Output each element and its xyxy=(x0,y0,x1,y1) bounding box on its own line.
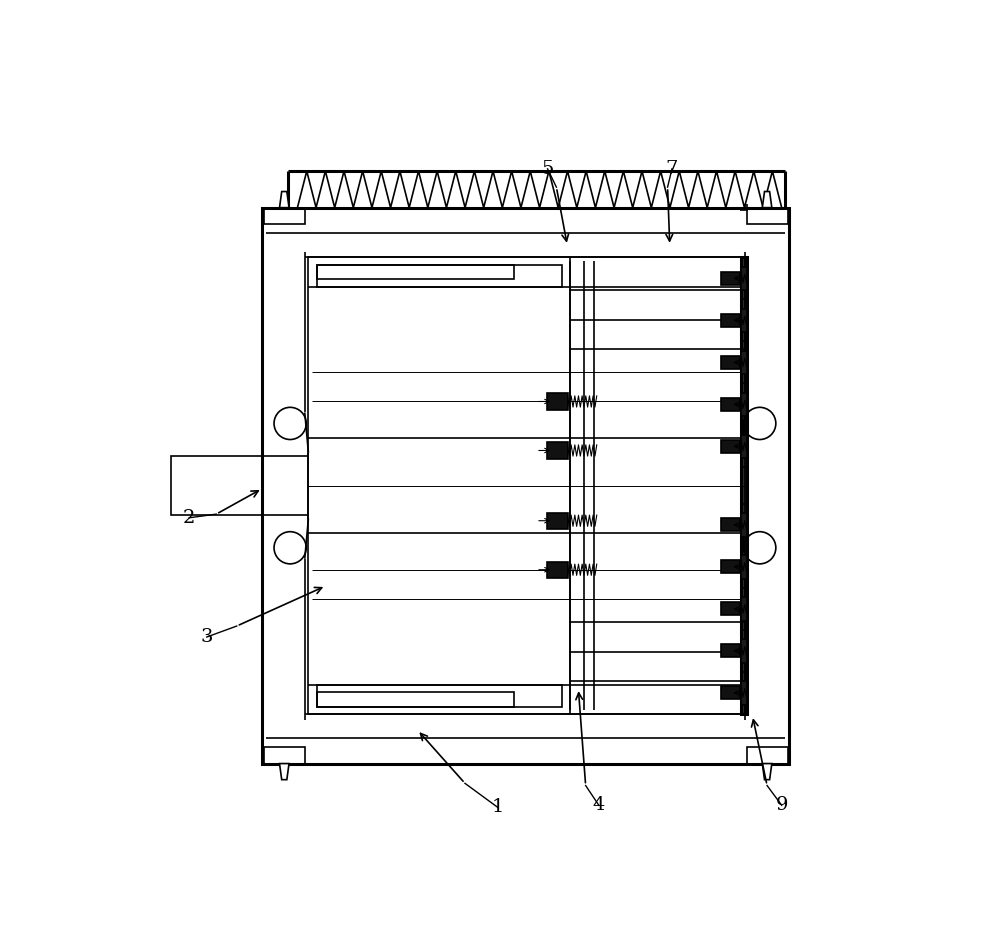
Bar xyxy=(741,351,747,374)
Bar xyxy=(262,208,789,764)
Bar xyxy=(317,265,562,287)
Bar xyxy=(171,456,308,515)
Bar xyxy=(747,748,788,764)
Bar xyxy=(264,748,305,764)
Text: 2: 2 xyxy=(183,509,195,527)
Bar xyxy=(741,434,747,458)
Bar xyxy=(317,265,514,279)
Bar xyxy=(721,272,740,285)
Text: 1: 1 xyxy=(492,798,504,816)
Bar xyxy=(317,692,514,707)
Polygon shape xyxy=(280,192,289,208)
Text: 4: 4 xyxy=(593,796,605,814)
Bar xyxy=(264,208,305,224)
Bar xyxy=(741,639,747,662)
Bar xyxy=(741,513,747,537)
Bar xyxy=(721,686,740,699)
Polygon shape xyxy=(280,764,289,780)
Bar xyxy=(317,685,562,707)
Bar xyxy=(547,513,568,529)
Bar xyxy=(747,208,788,224)
Bar xyxy=(721,560,740,574)
Bar xyxy=(547,561,568,578)
Bar xyxy=(741,309,747,332)
Bar xyxy=(741,555,747,579)
Bar xyxy=(741,681,747,705)
Bar xyxy=(721,398,740,411)
Polygon shape xyxy=(762,764,772,780)
Bar xyxy=(547,443,568,459)
Bar xyxy=(721,314,740,327)
Bar xyxy=(547,393,568,409)
Bar xyxy=(741,267,747,290)
Text: 3: 3 xyxy=(200,628,213,646)
Bar xyxy=(721,644,740,657)
Bar xyxy=(741,598,747,620)
Bar xyxy=(721,356,740,369)
Bar xyxy=(308,257,745,713)
Text: 5: 5 xyxy=(541,160,554,178)
Bar xyxy=(721,602,740,616)
Text: 9: 9 xyxy=(775,796,788,814)
Bar xyxy=(721,440,740,453)
Bar xyxy=(741,392,747,416)
Bar xyxy=(721,519,740,531)
Bar xyxy=(741,257,747,713)
Polygon shape xyxy=(762,192,772,208)
Text: 7: 7 xyxy=(666,160,678,178)
